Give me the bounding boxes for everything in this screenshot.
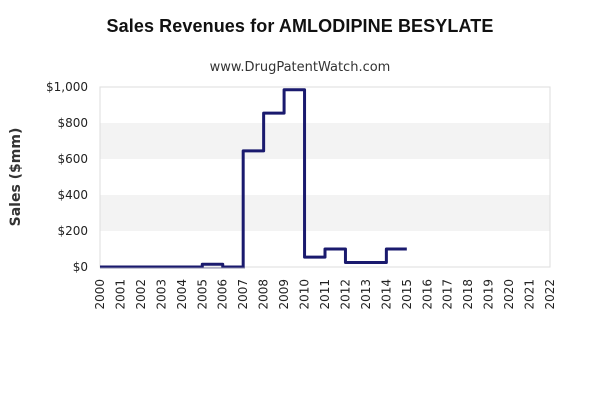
- x-axis-ticks: 2000 2001 2002 2003 2004 2005 2006 2007 2008 2009…: [93, 279, 557, 310]
- y-tick-label: $0: [73, 260, 88, 274]
- grid-band: [100, 87, 550, 123]
- x-tick-label: 2002: [134, 279, 148, 310]
- x-tick-label: 2001: [113, 279, 127, 310]
- y-axis-label: Sales ($mm): [8, 128, 24, 227]
- x-tick-label: 2019: [482, 279, 496, 310]
- grid-band: [100, 159, 550, 195]
- x-tick-label: 2015: [400, 279, 414, 310]
- y-tick-label: $400: [57, 188, 88, 202]
- sales-step-line: [100, 88, 407, 269]
- x-tick-label: 2013: [359, 279, 373, 310]
- y-axis-ticks: $0 $200 $400 $600 $800 $1,000: [46, 80, 88, 274]
- grid-band: [100, 195, 550, 231]
- x-tick-label: 2003: [154, 279, 168, 310]
- y-tick-label: $1,000: [46, 80, 88, 94]
- x-tick-label: 2007: [236, 279, 250, 310]
- x-tick-label: 2005: [195, 279, 209, 310]
- x-tick-label: 2000: [93, 279, 107, 310]
- x-tick-label: 2021: [523, 279, 537, 310]
- x-tick-label: 2009: [277, 279, 291, 310]
- chart-title: Sales Revenues for AMLODIPINE BESYLATE: [106, 16, 494, 36]
- x-tick-label: 2018: [461, 279, 475, 310]
- grid-bands: [100, 87, 550, 267]
- x-tick-label: 2011: [318, 279, 332, 310]
- x-tick-label: 2010: [298, 279, 312, 310]
- x-tick-label: 2014: [379, 279, 393, 310]
- plot-border: [99, 86, 551, 268]
- chart-subtitle: www.DrugPatentWatch.com: [209, 60, 391, 75]
- x-tick-label: 2016: [420, 279, 434, 310]
- grid-band: [100, 123, 550, 159]
- x-tick-label: 2012: [338, 279, 352, 310]
- x-tick-label: 2008: [257, 279, 271, 310]
- x-tick-label: 2022: [543, 279, 557, 310]
- y-tick-label: $200: [57, 224, 88, 238]
- y-tick-label: $600: [57, 152, 88, 166]
- y-tick-label: $800: [57, 116, 88, 130]
- x-tick-label: 2017: [441, 279, 455, 310]
- x-tick-label: 2020: [502, 279, 516, 310]
- x-tick-label: 2004: [175, 279, 189, 310]
- x-tick-label: 2006: [216, 279, 230, 310]
